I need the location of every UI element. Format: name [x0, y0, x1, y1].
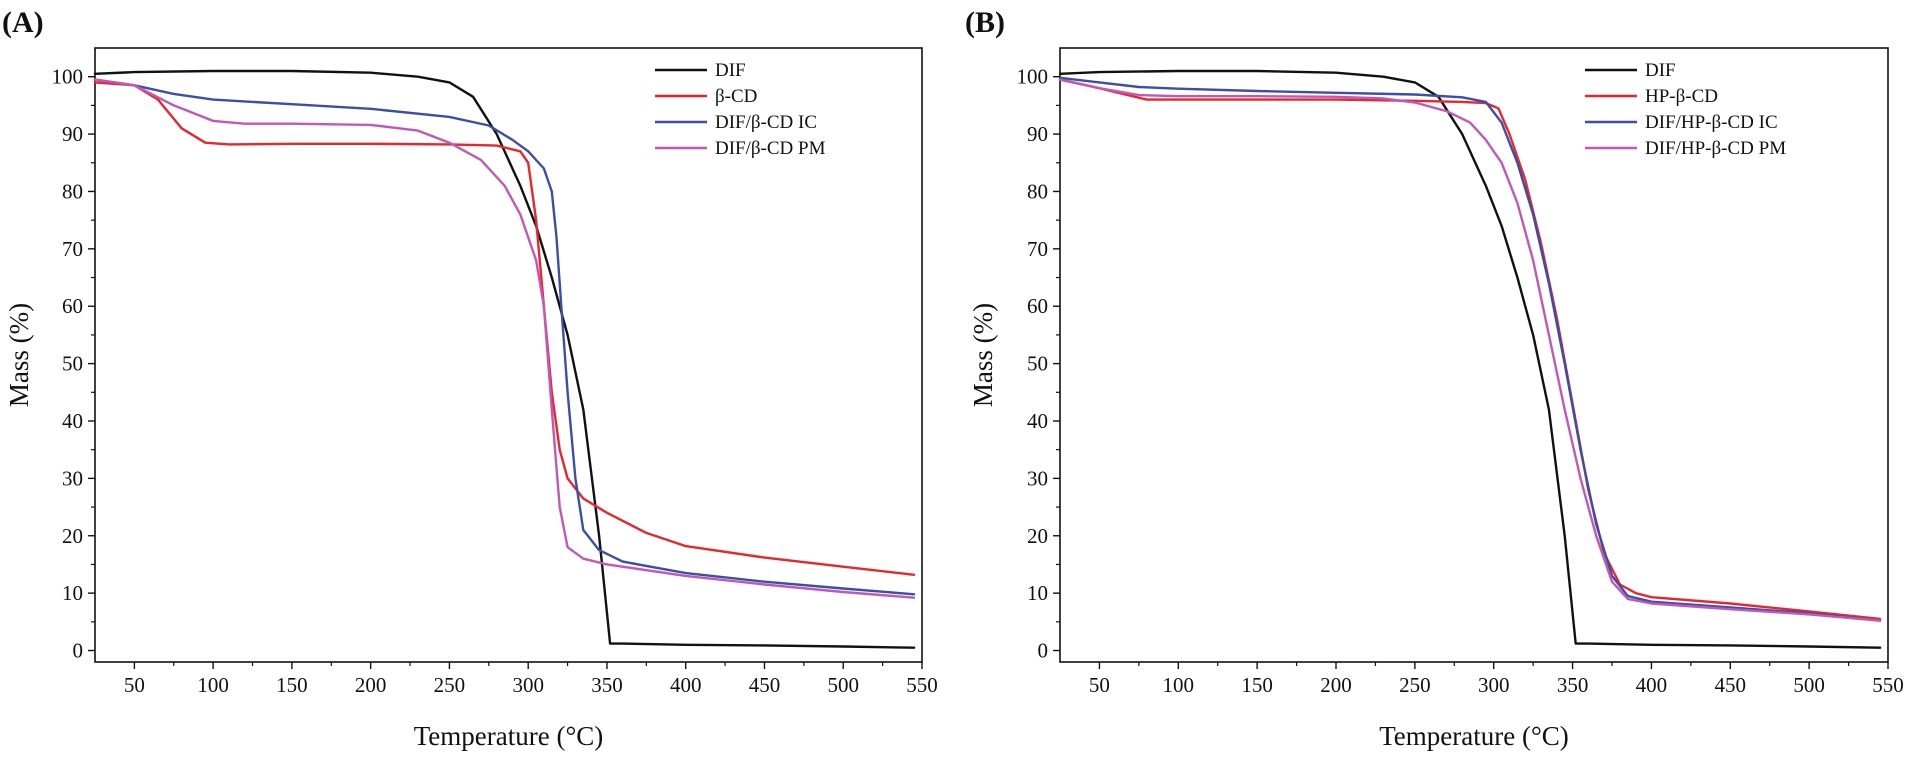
x-tick-label: 450	[749, 673, 781, 697]
x-tick-label: 300	[1478, 673, 1510, 697]
y-tick-label: 70	[62, 237, 83, 261]
series-line-dif-hp-beta-cd-ic	[1058, 76, 1882, 622]
series-line-dif-beta-cd-pm	[93, 78, 916, 599]
y-tick-label: 20	[1027, 524, 1048, 548]
legend-label-dif: DIF	[1645, 60, 1676, 81]
y-tick-label: 0	[73, 639, 84, 663]
x-axis-title: Temperature (°C)	[1379, 721, 1569, 751]
series-line-hp-beta-cd	[1058, 78, 1882, 621]
legend-label-dif-hp-beta-cd-ic: DIF/HP-β-CD IC	[1645, 112, 1778, 133]
x-tick-label: 400	[670, 673, 702, 697]
x-tick-label: 400	[1636, 673, 1668, 697]
x-tick-label: 500	[1793, 673, 1825, 697]
y-tick-label: 40	[62, 409, 83, 433]
x-tick-label: 100	[1163, 673, 1195, 697]
panel-b: (B) 50 100 150 200 250 300 350 400 450 500 550 0 10 20…	[965, 6, 1904, 751]
legend-label-beta-cd: β-CD	[715, 86, 757, 107]
plot-frame	[1059, 47, 1889, 663]
y-axis-title: Mass (%)	[968, 303, 998, 407]
x-tick-label: 350	[1557, 673, 1589, 697]
legend-label-dif-beta-cd-ic: DIF/β-CD IC	[715, 112, 817, 133]
y-tick-label: 90	[1027, 122, 1048, 146]
x-tick-label: 550	[906, 673, 938, 697]
x-tick-label: 250	[1399, 673, 1431, 697]
x-tick-label: 50	[124, 673, 145, 697]
legend-label-dif-beta-cd-pm: DIF/β-CD PM	[715, 138, 826, 159]
x-tick-label: 150	[276, 673, 308, 697]
x-tick-label: 450	[1715, 673, 1747, 697]
x-tick-label: 200	[355, 673, 387, 697]
panel-a: (A) 50 100 150 200 250 300 350 400 450 500 550 0 10 20…	[2, 6, 938, 751]
y-tick-label: 100	[52, 65, 84, 89]
y-tick-label: 50	[1027, 352, 1048, 376]
y-tick-label: 30	[62, 466, 83, 490]
y-tick-label: 30	[1027, 466, 1048, 490]
y-tick-label: 80	[1027, 179, 1048, 203]
panel-label: (A)	[2, 6, 44, 39]
panel-label: (B)	[965, 6, 1005, 39]
legend-label-dif: DIF	[715, 60, 746, 81]
y-tick-label: 0	[1038, 639, 1049, 663]
x-tick-label: 300	[512, 673, 544, 697]
series-line-dif-hp-beta-cd-pm	[1058, 78, 1882, 622]
y-tick-label: 10	[1027, 581, 1048, 605]
y-tick-label: 80	[62, 179, 83, 203]
y-tick-label: 10	[62, 581, 83, 605]
x-tick-label: 350	[591, 673, 623, 697]
series-line-dif	[1058, 69, 1882, 649]
y-tick-label: 50	[62, 352, 83, 376]
y-tick-label: 60	[1027, 294, 1048, 318]
plot-frame	[94, 47, 923, 663]
x-axis-title: Temperature (°C)	[414, 721, 604, 751]
y-tick-label: 60	[62, 294, 83, 318]
y-axis-title: Mass (%)	[4, 303, 34, 407]
x-tick-label: 200	[1320, 673, 1352, 697]
x-tick-label: 550	[1872, 673, 1904, 697]
legend-label-dif-hp-beta-cd-pm: DIF/HP-β-CD PM	[1645, 138, 1786, 159]
y-tick-label: 70	[1027, 237, 1048, 261]
y-tick-label: 20	[62, 524, 83, 548]
x-tick-label: 50	[1089, 673, 1110, 697]
x-tick-label: 250	[434, 673, 466, 697]
series-line-dif-beta-cd-ic	[93, 78, 916, 596]
x-tick-label: 100	[197, 673, 229, 697]
legend-label-hp-beta-cd: HP-β-CD	[1645, 86, 1718, 107]
x-tick-label: 500	[827, 673, 859, 697]
x-tick-label: 150	[1241, 673, 1273, 697]
y-tick-label: 100	[1017, 65, 1049, 89]
y-tick-label: 40	[1027, 409, 1048, 433]
series-line-beta-cd	[93, 81, 916, 576]
y-tick-label: 90	[62, 122, 83, 146]
